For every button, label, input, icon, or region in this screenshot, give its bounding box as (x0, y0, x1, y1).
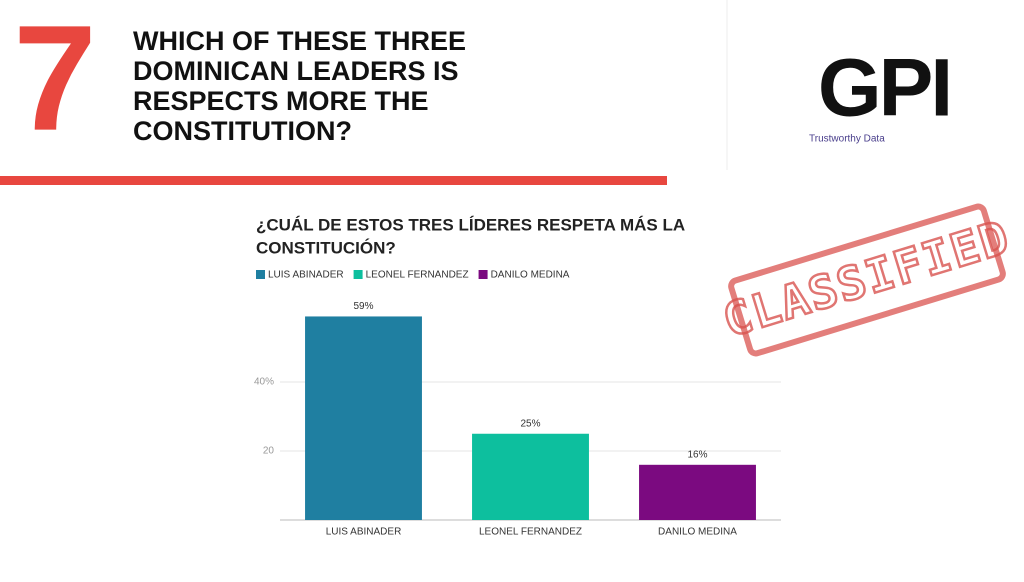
bar (639, 464, 756, 520)
y-tick-label: 40% (254, 377, 274, 388)
logo: GPI (818, 43, 950, 134)
x-tick-label: DANILO MEDINA (658, 527, 737, 538)
x-tick-label: LUIS ABINADER (326, 527, 402, 538)
y-tick-label: 20 (263, 446, 275, 457)
value-label: 59% (353, 301, 373, 312)
stamp: CLASSIFIED (715, 203, 1018, 357)
bar (472, 433, 589, 520)
question-line: CONSTITUTION? (133, 116, 352, 146)
tagline: Trustworthy Data (809, 134, 885, 145)
legend-label: DANILO MEDINA (491, 270, 570, 281)
question-line: DOMINICAN LEADERS IS (133, 56, 459, 86)
bar (305, 316, 422, 520)
legend-label: LUIS ABINADER (268, 270, 344, 281)
legend-label: LEONEL FERNANDEZ (366, 270, 469, 281)
legend-swatch (478, 270, 488, 279)
x-tick-label: LEONEL FERNANDEZ (479, 527, 582, 538)
chart-title: ¿CUÁL DE ESTOS TRES LÍDERES RESPETA MÁS … (256, 215, 685, 234)
question-line: RESPECTS MORE THE (133, 86, 429, 116)
legend-swatch (353, 270, 363, 279)
slide-number: 7 (13, 0, 96, 162)
divider (0, 176, 667, 185)
chart-title: CONSTITUCIÓN? (256, 238, 396, 257)
question-line: WHICH OF THESE THREE (133, 26, 466, 56)
legend-swatch (256, 270, 265, 279)
value-label: 25% (520, 418, 540, 429)
value-label: 16% (687, 449, 707, 460)
stamp-border (728, 203, 1006, 357)
stamp-text: CLASSIFIED (717, 209, 1017, 347)
